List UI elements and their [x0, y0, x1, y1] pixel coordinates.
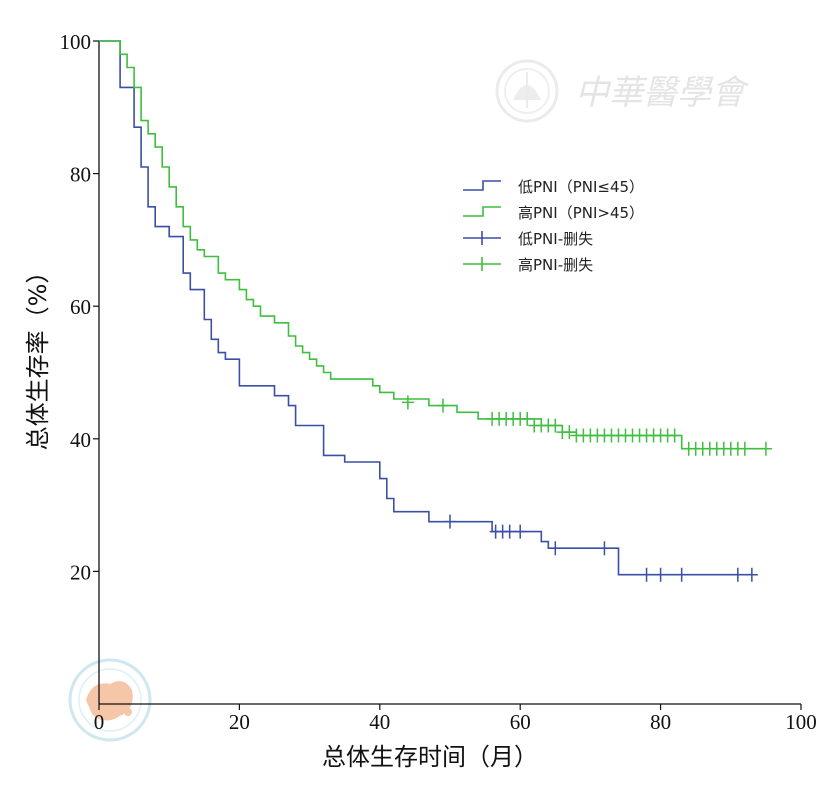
legend-swatch-0	[463, 180, 501, 191]
x-tick-label: 0	[94, 710, 105, 734]
y-tick-label: 60	[70, 295, 91, 319]
censor-mark-0	[503, 524, 516, 539]
watermark-association-badge	[68, 658, 152, 742]
legend-label-0: 低PNI（PNI≤45）	[518, 178, 644, 196]
censor-mark-0	[514, 524, 527, 539]
legend-label-1: 高PNI（PNI>45）	[518, 204, 644, 222]
censor-mark-1	[401, 395, 414, 410]
censor-mark-0	[598, 541, 611, 556]
x-axis-title: 总体生存时间（月）	[322, 743, 538, 771]
y-tick-label: 80	[70, 163, 91, 187]
watermark-text: 中華醫學會	[575, 73, 750, 113]
censor-mark-1	[436, 398, 449, 413]
x-tick-label: 100	[785, 710, 817, 734]
censor-mark-0	[549, 541, 562, 556]
y-tick-label: 40	[70, 428, 91, 452]
y-tick-label: 100	[60, 30, 92, 54]
censor-mark-1	[521, 411, 534, 426]
censor-mark-0	[745, 567, 758, 582]
censor-mark-0	[731, 567, 744, 582]
x-tick-label: 80	[650, 710, 671, 734]
y-axis-title: 总体生存率（%）	[24, 260, 52, 451]
censor-mark-1	[738, 441, 751, 456]
censor-mark-1	[668, 428, 681, 443]
y-tick-label: 20	[70, 560, 91, 584]
legend-swatch-3	[463, 257, 501, 271]
plot-area: 0 20 40 60 80 100 20 40 60 80 100 总体生存时间（月） 总体生存率（%）	[24, 30, 817, 771]
censor-mark-0	[444, 514, 456, 529]
censor-mark-1	[759, 441, 772, 456]
censor-mark-0	[675, 567, 688, 582]
legend-label-2: 低PNI-删失	[518, 230, 593, 248]
censor-mark-1	[563, 425, 576, 440]
censor-mark-0	[640, 567, 653, 582]
censor-mark-1	[549, 418, 562, 433]
legend-swatch-1	[463, 206, 501, 217]
x-tick-label: 20	[229, 710, 250, 734]
legend-swatch-2	[463, 231, 501, 245]
series-line-0	[99, 40, 752, 576]
legend-label-3: 高PNI-删失	[518, 256, 593, 274]
censor-mark-0	[654, 567, 667, 582]
x-tick-label: 60	[510, 710, 531, 734]
watermark-seal-logo	[495, 59, 559, 123]
x-tick-label: 40	[369, 710, 390, 734]
